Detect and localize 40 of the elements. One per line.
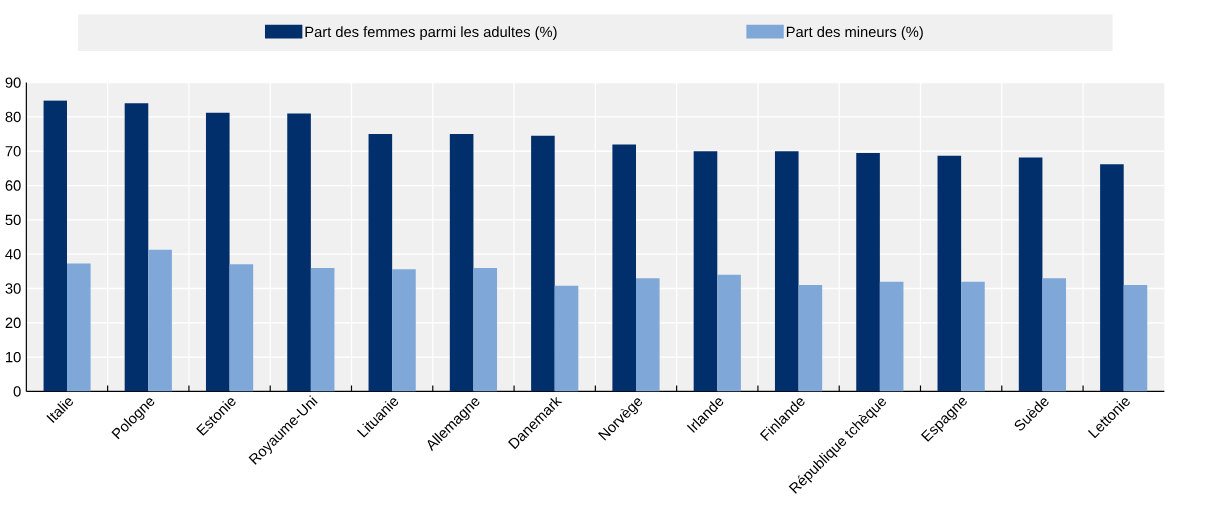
bar	[1018, 157, 1043, 392]
bar	[636, 278, 660, 392]
bar	[1100, 164, 1124, 392]
bar	[43, 100, 67, 392]
bar	[449, 134, 474, 392]
y-tick-label: 10	[6, 352, 21, 363]
bar	[67, 263, 91, 392]
bar	[856, 153, 880, 392]
bar	[937, 155, 962, 392]
bar	[1123, 285, 1148, 392]
bar	[961, 281, 985, 392]
bar	[124, 103, 149, 392]
y-tick-label: 20	[5, 317, 21, 329]
bar	[287, 113, 311, 392]
y-tick-label: 70	[5, 146, 21, 157]
bar	[392, 269, 416, 392]
bar	[229, 264, 254, 392]
y-tick-label: 60	[5, 180, 21, 191]
bar	[310, 268, 335, 392]
bar	[205, 113, 230, 392]
bar	[879, 281, 904, 392]
bar	[717, 275, 741, 392]
legend-label: Part des mineurs (%)	[786, 26, 923, 41]
bar	[1042, 278, 1067, 392]
y-tick-label: 30	[5, 283, 21, 294]
legend-label: Part des femmes parmi les adultes (%)	[305, 26, 557, 41]
bar	[798, 285, 823, 392]
y-tick-label: 0	[13, 386, 21, 397]
y-tick-label: 80	[5, 111, 21, 123]
bar	[554, 286, 579, 392]
bar	[531, 136, 555, 392]
bar	[473, 268, 498, 392]
bar	[612, 144, 636, 392]
y-tick-label: 50	[5, 214, 21, 226]
bar	[148, 249, 172, 392]
y-tick-label: 90	[5, 77, 21, 89]
bar	[774, 151, 799, 392]
bar	[368, 134, 393, 392]
y-tick-label: 40	[5, 249, 21, 260]
bar	[693, 151, 718, 392]
